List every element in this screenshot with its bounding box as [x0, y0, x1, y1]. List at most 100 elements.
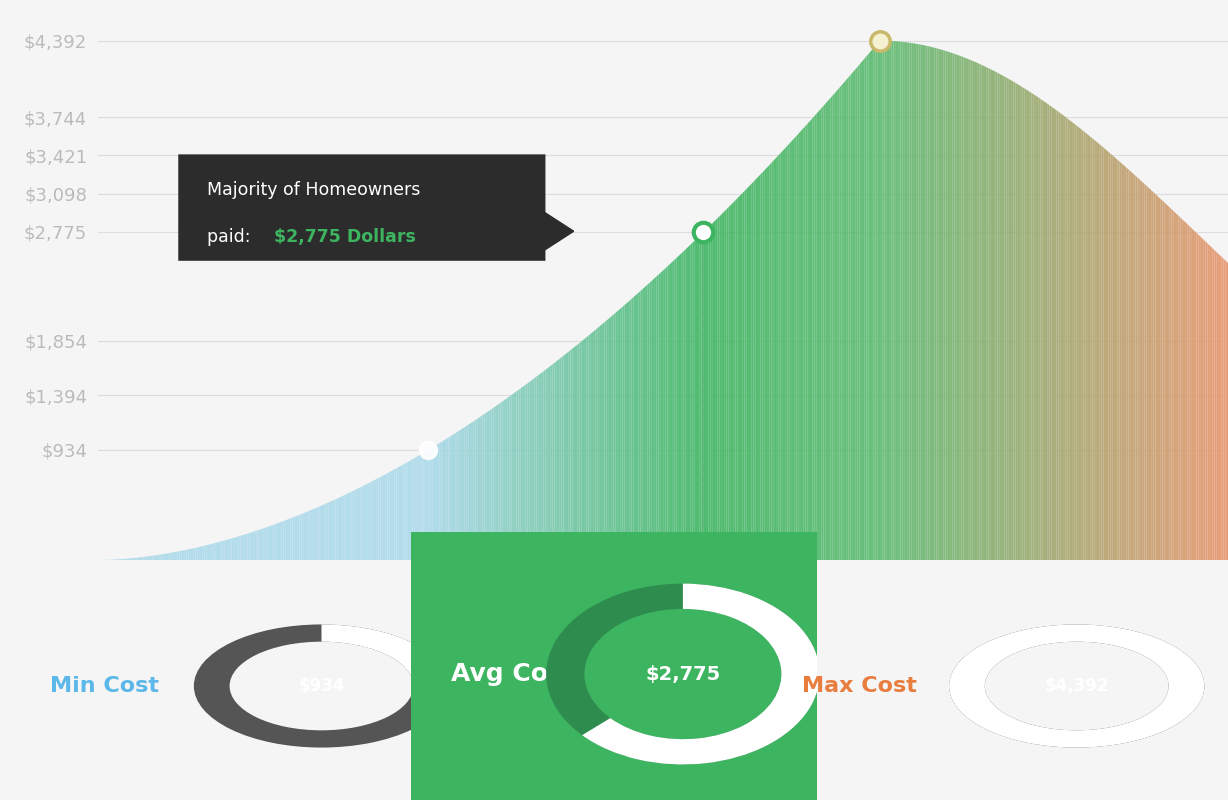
Polygon shape [1169, 207, 1172, 560]
Polygon shape [941, 50, 943, 560]
Polygon shape [134, 558, 136, 560]
Polygon shape [502, 400, 505, 560]
Polygon shape [219, 542, 220, 560]
Polygon shape [419, 454, 421, 560]
Polygon shape [451, 434, 453, 560]
Polygon shape [682, 251, 684, 560]
Polygon shape [553, 362, 555, 560]
Polygon shape [351, 490, 354, 560]
Polygon shape [1051, 107, 1054, 560]
Polygon shape [602, 322, 604, 560]
Polygon shape [209, 544, 211, 560]
Polygon shape [518, 388, 521, 560]
Polygon shape [801, 129, 803, 560]
Polygon shape [1088, 134, 1090, 560]
Polygon shape [182, 550, 184, 560]
Polygon shape [496, 405, 499, 560]
Polygon shape [1000, 74, 1002, 560]
Polygon shape [510, 395, 512, 560]
Polygon shape [806, 123, 808, 560]
Polygon shape [1090, 137, 1093, 560]
Polygon shape [243, 534, 246, 560]
Polygon shape [1210, 246, 1212, 560]
Polygon shape [1199, 235, 1201, 560]
Polygon shape [639, 291, 641, 560]
Polygon shape [319, 506, 322, 560]
Polygon shape [825, 101, 828, 560]
Polygon shape [1207, 243, 1210, 560]
Polygon shape [397, 467, 399, 560]
Polygon shape [203, 546, 204, 560]
Polygon shape [604, 321, 607, 560]
Polygon shape [655, 277, 656, 560]
Polygon shape [410, 459, 413, 560]
Polygon shape [905, 42, 907, 560]
Polygon shape [302, 513, 303, 560]
Polygon shape [688, 245, 690, 560]
Polygon shape [871, 48, 873, 560]
Polygon shape [415, 457, 416, 560]
Polygon shape [335, 498, 338, 560]
Polygon shape [473, 420, 475, 560]
Polygon shape [569, 350, 571, 560]
Polygon shape [317, 506, 319, 560]
Polygon shape [464, 426, 467, 560]
Polygon shape [1120, 162, 1122, 560]
Polygon shape [359, 487, 360, 560]
Polygon shape [1156, 194, 1158, 560]
Polygon shape [543, 370, 545, 560]
Polygon shape [1126, 167, 1129, 560]
Polygon shape [1226, 261, 1228, 560]
Polygon shape [263, 528, 265, 560]
Polygon shape [1196, 233, 1199, 560]
Polygon shape [830, 95, 833, 560]
Polygon shape [402, 465, 403, 560]
Polygon shape [1070, 120, 1072, 560]
Polygon shape [123, 558, 125, 560]
Polygon shape [133, 558, 134, 560]
Polygon shape [322, 504, 324, 560]
Polygon shape [599, 324, 602, 560]
Polygon shape [769, 162, 771, 560]
Polygon shape [989, 68, 991, 560]
Polygon shape [991, 70, 993, 560]
Polygon shape [432, 446, 435, 560]
Polygon shape [157, 554, 160, 560]
Polygon shape [327, 502, 329, 560]
Polygon shape [598, 326, 599, 560]
Polygon shape [120, 559, 123, 560]
Polygon shape [1172, 209, 1174, 560]
Polygon shape [252, 531, 254, 560]
Polygon shape [715, 218, 717, 560]
Polygon shape [744, 189, 747, 560]
Polygon shape [851, 72, 853, 560]
Polygon shape [507, 397, 510, 560]
Polygon shape [1002, 75, 1005, 560]
Polygon shape [822, 106, 824, 560]
Polygon shape [512, 393, 515, 560]
Polygon shape [489, 409, 491, 560]
Polygon shape [222, 540, 225, 560]
Polygon shape [615, 310, 618, 560]
Polygon shape [462, 427, 464, 560]
Polygon shape [812, 116, 814, 560]
Polygon shape [324, 503, 327, 560]
Polygon shape [1016, 83, 1018, 560]
Polygon shape [392, 470, 394, 560]
Polygon shape [279, 522, 281, 560]
Polygon shape [200, 546, 203, 560]
Polygon shape [483, 414, 485, 560]
Wedge shape [949, 625, 1205, 747]
Polygon shape [765, 167, 768, 560]
Polygon shape [389, 470, 392, 560]
Polygon shape [1005, 77, 1007, 560]
Polygon shape [907, 42, 910, 560]
Polygon shape [968, 59, 970, 560]
Polygon shape [862, 59, 865, 560]
Polygon shape [771, 160, 774, 560]
Polygon shape [446, 438, 448, 560]
Polygon shape [986, 67, 989, 560]
Polygon shape [529, 380, 532, 560]
Polygon shape [485, 412, 486, 560]
Polygon shape [795, 136, 797, 560]
